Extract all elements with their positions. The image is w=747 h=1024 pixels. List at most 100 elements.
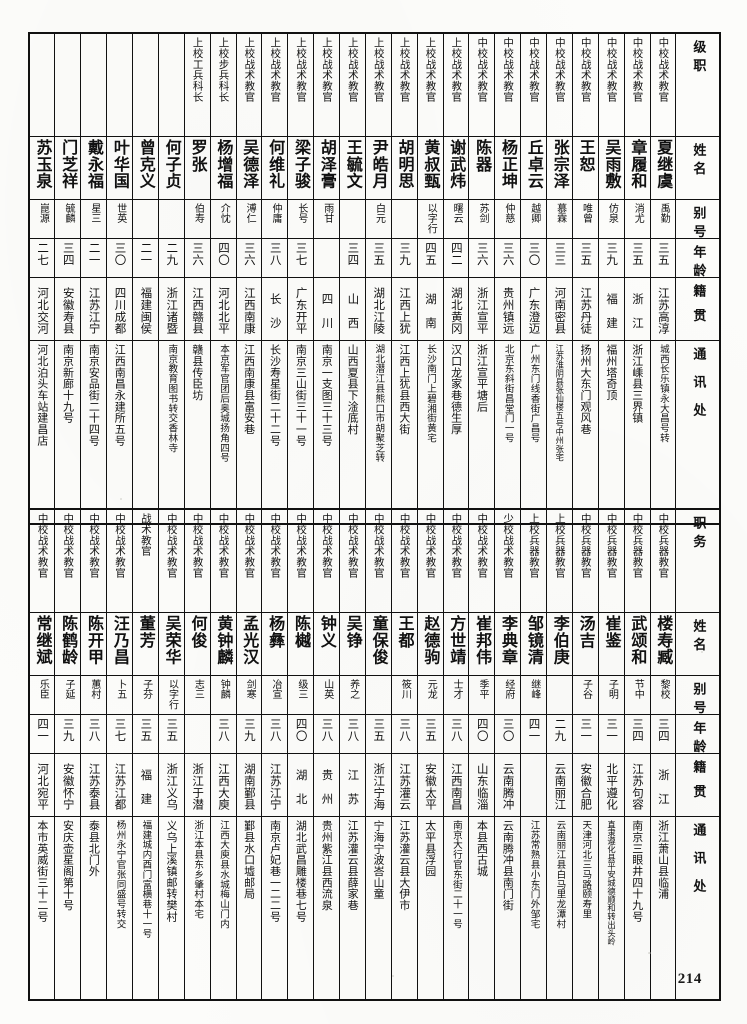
alias-text: 乐臣 [37,679,49,700]
cell-age: 四一 [28,714,56,754]
address-text: 湖北潜江县熊口市胡聚芝转 [373,344,385,463]
cell-name: 李伯庚 [546,612,573,676]
cell-alias: 消尤 [623,199,651,239]
cell-name: 戴永福 [80,136,108,200]
cell-alias: 慕霖 [546,199,573,239]
address-text: 鄞县水口墟邮局 [242,820,256,900]
rank-text: 中校战术教官 [36,513,49,578]
cell-native: 北平遵化 [597,753,625,817]
address-text: 浙江嵊县三界镇 [630,344,644,424]
cell-age: 四五 [416,238,444,278]
name-text: 门芝祥 [59,139,79,190]
roster-table-bottom-wrapper: 中校战术教官 中校战术教官 中校战术教官 中校战术教官 战术教官 中校战术教官 中校战术教官… [28,508,721,1001]
row-label-native: 籍贯 [675,753,721,817]
rank-text: 中校战术教官 [450,513,463,578]
age-text: 三八 [346,718,361,742]
cell-rank: 少校战术教官 [494,508,522,613]
name-text: 戴永福 [85,139,104,190]
cell-age: 二九 [157,238,185,278]
cell-native: 湖 南 [416,277,444,341]
cell-age: 二一 [132,238,159,278]
cell-address: 南京教育图书转交香林寺 [157,340,185,525]
cell-alias: 继峰 [520,675,547,715]
cell-alias: 志三 [183,675,211,715]
rank-text: 中校兵器教官 [579,513,592,578]
cell-rank: 中校战术教官 [416,508,444,613]
cell-age: 三五 [416,714,444,754]
rank-text: 中校战术教官 [372,513,385,578]
address-text: 南京一支图三十三号 [320,344,334,446]
cell-age: 三六 [494,238,522,278]
cell-age: 三五 [132,714,159,754]
address-text: 江西大庾县水城梅山门内 [218,820,230,929]
address-text: 浙江宣平塘后 [475,344,489,412]
cell-age: 三八 [261,714,289,754]
cell-native: 福 建 [597,277,625,341]
alias-text: 蕙村 [88,679,100,700]
age-text: 三五 [579,242,594,266]
native-text: 湖北江陵 [372,286,387,335]
cell-alias: 星三 [80,199,108,239]
cell-rank: 中校战术教官 [520,32,547,137]
name-text: 吴铮 [343,615,363,649]
cell-native: 安徽合肥 [571,753,599,817]
native-text: 云南腾冲 [501,762,516,811]
cell-age: 三八 [209,714,237,754]
name-text: 何子贞 [162,139,182,190]
cell-address: 福州塔奇顶 [597,340,625,525]
address-text: 本京军官团后奥城扬角四号 [218,344,230,463]
cell-name: 吴荣华 [157,612,185,676]
cell-alias: 节中 [623,675,651,715]
cell-name: 李典章 [494,612,522,676]
cell-name: 孟光汉 [235,612,263,676]
cell-address: 汉口龙家巷德生厚 [442,340,470,525]
age-text: 三五 [656,242,671,266]
cell-age: 三一 [571,714,599,754]
cell-native: 江苏高淳 [649,277,677,341]
native-text: 河北交河 [36,286,51,335]
native-text: 福 建 [139,768,154,805]
rank-text: 中校战术教官 [553,37,566,102]
age-text: 三九 [61,718,76,742]
row-label-name: 姓名 [675,136,721,200]
age-text: 三六 [501,242,516,266]
cell-alias [364,675,392,715]
cell-native: 河北宛平 [28,753,56,817]
address-text: 南京三眼井四十九号 [630,820,644,922]
rank-text: 中校兵器教官 [605,513,618,578]
native-text: 江西上犹 [398,286,413,335]
name-text: 董芳 [136,615,156,649]
cell-native: 福 建 [132,753,159,817]
cell-native: 江苏句容 [623,753,651,817]
cell-age: 三五 [157,714,185,754]
cell-rank: 上校兵器教官 [546,508,573,613]
alias-text: 曙云 [451,203,463,224]
alias-text: 卜五 [114,679,126,700]
cell-rank: 战术教官 [132,508,159,613]
name-text: 钟义 [317,615,337,649]
rank-text: 中校战术教官 [605,37,618,102]
cell-rank: 中校战术教官 [313,508,340,613]
rank-text: 中校战术教官 [631,37,644,102]
cell-alias: 季平 [468,675,496,715]
cell-age: 三五 [364,238,392,278]
row-label-text: 别号 [690,206,706,238]
name-text: 楼寿臧 [654,615,674,666]
native-text: 湖北黄冈 [449,286,464,335]
row-label-address: 通讯处 [675,816,721,1001]
rank-text: 上校战术教官 [424,37,437,102]
name-text: 黄钟麟 [214,615,234,666]
address-text: 义乌上溪镇邮转樊村 [165,820,179,922]
cell-alias: 筱川 [390,675,418,715]
name-text: 汪乃昌 [110,615,130,666]
address-text: 南京安品街二十四号 [87,344,101,446]
cell-native: 江苏灌云 [390,753,418,817]
cell-address: 山西夏县下淦底村 [339,340,366,525]
rank-text: 中校战术教官 [165,513,178,578]
cell-native: 四川成都 [106,277,133,341]
name-text: 曾克义 [136,139,156,190]
name-text: 王恕 [576,139,596,173]
cell-alias: 子明 [597,675,625,715]
age-text: 二九 [553,718,568,742]
